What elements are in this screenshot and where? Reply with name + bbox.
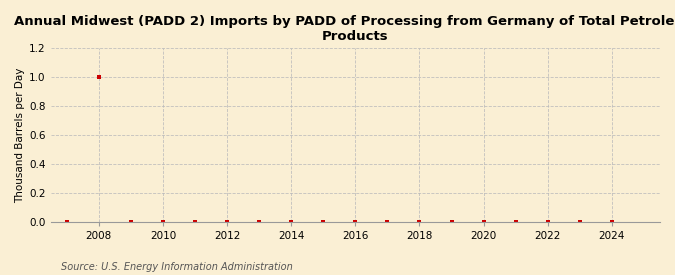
Title: Annual Midwest (PADD 2) Imports by PADD of Processing from Germany of Total Petr: Annual Midwest (PADD 2) Imports by PADD … [14,15,675,43]
Y-axis label: Thousand Barrels per Day: Thousand Barrels per Day [15,67,25,203]
Text: Source: U.S. Energy Information Administration: Source: U.S. Energy Information Administ… [61,262,292,272]
